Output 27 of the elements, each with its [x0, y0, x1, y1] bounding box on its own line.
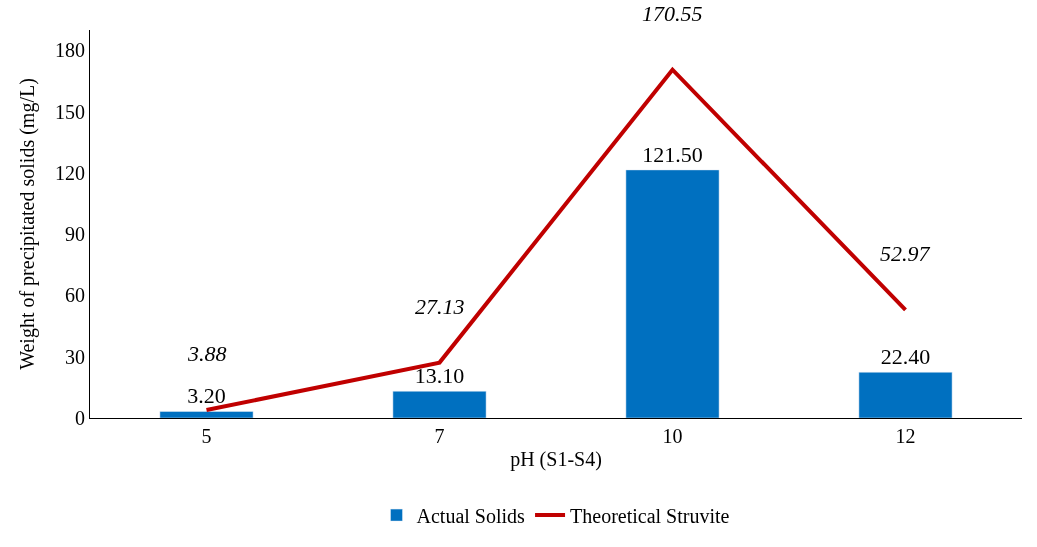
x-tick-label: 7: [434, 425, 445, 447]
x-tick-label: 10: [662, 425, 683, 447]
data-label: 52.97: [880, 241, 931, 266]
y-tick-label: 0: [75, 407, 85, 429]
data-label: 3.20: [187, 383, 226, 409]
data-label: 170.55: [642, 1, 703, 26]
data-label: 27.13: [415, 294, 465, 319]
x-axis-title: pH (S1-S4): [510, 447, 602, 471]
x-tick-label: 12: [895, 425, 916, 447]
y-tick-label: 60: [65, 284, 85, 307]
data-label: 121.50: [642, 141, 703, 167]
bar: [392, 391, 487, 418]
y-axis-title: Weight of precipitated solids (mg/L): [15, 78, 39, 370]
y-tick-label: 120: [55, 161, 85, 184]
data-label: 3.88: [187, 341, 227, 366]
bar: [858, 372, 953, 418]
y-tick-label: 180: [55, 39, 85, 62]
data-label: 13.10: [414, 363, 465, 389]
bar: [625, 169, 720, 418]
bar: [159, 411, 254, 418]
x-tick-label: 5: [201, 425, 212, 447]
legend-label: Theoretical Struvite: [570, 504, 730, 527]
y-tick-label: 30: [65, 345, 85, 368]
y-tick-label: 90: [65, 223, 85, 246]
data-label: 22.40: [880, 344, 931, 370]
y-tick-label: 150: [55, 100, 85, 123]
legend-label: Actual Solids: [416, 504, 526, 527]
